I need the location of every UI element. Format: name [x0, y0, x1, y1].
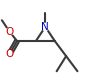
Text: N: N	[41, 22, 49, 32]
Circle shape	[6, 51, 13, 58]
Circle shape	[6, 28, 13, 35]
Text: O: O	[5, 27, 14, 37]
Text: O: O	[5, 49, 14, 59]
Circle shape	[42, 23, 49, 30]
